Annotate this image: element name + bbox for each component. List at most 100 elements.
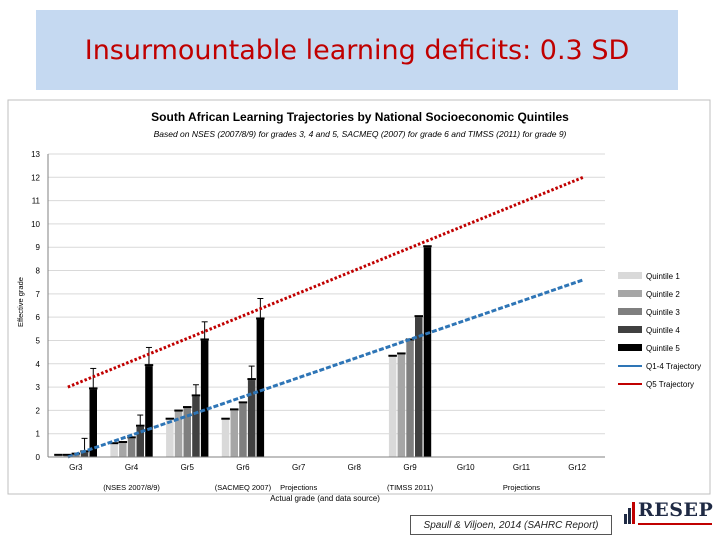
bar-quintile-1 bbox=[54, 455, 63, 457]
bar-cap bbox=[118, 441, 128, 444]
bar-quintile-1 bbox=[221, 419, 230, 457]
legend-label: Quintile 1 bbox=[646, 272, 680, 281]
x-tick-label: Gr12 bbox=[568, 463, 586, 472]
y-axis-label: Effective grade bbox=[16, 277, 25, 327]
y-tick-label: 11 bbox=[32, 197, 41, 206]
legend-swatch bbox=[618, 308, 642, 315]
logo-underline bbox=[638, 523, 712, 525]
logo-bars-icon bbox=[624, 502, 635, 524]
bar-quintile-4 bbox=[415, 317, 423, 457]
bar-cap bbox=[414, 315, 423, 318]
bar-quintile-2 bbox=[119, 443, 127, 457]
bar-cap bbox=[183, 406, 192, 409]
bar-cap bbox=[127, 436, 136, 439]
y-tick-label: 10 bbox=[31, 220, 40, 229]
x-tick-label: Gr11 bbox=[513, 463, 531, 472]
x-sublabel: Projections bbox=[503, 483, 540, 492]
legend-label: Quintile 2 bbox=[646, 290, 680, 299]
bar-cap bbox=[238, 401, 248, 404]
trajectory-lines bbox=[67, 175, 584, 459]
bar-cap bbox=[423, 245, 432, 248]
y-tick-label: 3 bbox=[36, 383, 41, 392]
trajectory-line-q5 bbox=[67, 175, 584, 389]
bar-cap bbox=[221, 417, 230, 420]
citation: Spaull & Viljoen, 2014 (SAHRC Report) bbox=[410, 515, 612, 535]
y-tick-label: 13 bbox=[31, 150, 40, 159]
x-tick-label: Gr8 bbox=[348, 463, 362, 472]
bar-quintile-4 bbox=[247, 380, 256, 457]
bar-quintile-4 bbox=[192, 396, 200, 457]
bar-quintile-3 bbox=[239, 403, 247, 457]
bar-quintile-1 bbox=[110, 444, 118, 457]
bar-cap bbox=[109, 442, 119, 445]
legend-swatch bbox=[618, 344, 642, 351]
bar-quintile-4 bbox=[136, 426, 144, 457]
error-bars bbox=[81, 298, 264, 453]
logo-text: RESEP bbox=[638, 499, 714, 521]
gridlines bbox=[48, 153, 605, 458]
x-sublabel: (TIMSS 2011) bbox=[387, 483, 434, 492]
bar-quintile-2 bbox=[230, 410, 238, 457]
bar-cap bbox=[388, 354, 397, 357]
bar-quintile-3 bbox=[183, 408, 191, 457]
x-tick-label: Gr9 bbox=[403, 463, 417, 472]
bar-quintile-1 bbox=[388, 356, 397, 457]
x-sublabel: Projections bbox=[280, 483, 317, 492]
x-tick-label: Gr10 bbox=[457, 463, 475, 472]
bar-quintile-2 bbox=[174, 411, 183, 457]
bar-quintile-5 bbox=[256, 319, 265, 457]
x-tick-label: Gr3 bbox=[69, 463, 83, 472]
bar-quintile-2 bbox=[63, 455, 71, 457]
y-tick-label: 0 bbox=[36, 453, 41, 462]
y-tick-label: 2 bbox=[36, 406, 41, 415]
resep-logo: RESEP bbox=[624, 497, 716, 537]
bar-quintile-2 bbox=[397, 354, 406, 457]
chart-frame bbox=[7, 99, 711, 495]
bar-cap bbox=[54, 453, 63, 456]
legend-label: Quintile 3 bbox=[646, 308, 680, 317]
x-sublabel: (NSES 2007/8/9) bbox=[103, 483, 160, 492]
y-tick-label: 12 bbox=[31, 173, 40, 182]
bar-cap bbox=[62, 453, 72, 456]
y-tick-label: 7 bbox=[36, 290, 41, 299]
legend: Quintile 1 Quintile 2 Quintile 3 Quintile 4… bbox=[618, 272, 701, 389]
bar-quintile-5 bbox=[423, 247, 432, 457]
chart-subtitle: Based on NSES (2007/8/9) for grades 3, 4… bbox=[154, 129, 567, 139]
legend-label: Q5 Trajectory bbox=[646, 380, 694, 389]
bar-cap bbox=[165, 417, 175, 420]
bar-quintile-4 bbox=[80, 452, 89, 457]
y-tick-label: 1 bbox=[36, 430, 41, 439]
legend-label: Quintile 4 bbox=[646, 326, 680, 335]
legend-swatch bbox=[618, 290, 642, 297]
slide-title: Insurmountable learning deficits: 0.3 SD bbox=[84, 34, 630, 66]
x-tick-label: Gr4 bbox=[125, 463, 139, 472]
legend-label: Quintile 5 bbox=[646, 344, 680, 353]
bar-cap bbox=[397, 352, 406, 355]
legend-swatch bbox=[618, 326, 642, 333]
x-tick-label: Gr7 bbox=[292, 463, 306, 472]
y-tick-label: 9 bbox=[36, 243, 41, 252]
x-tick-label: Gr6 bbox=[236, 463, 250, 472]
y-tick-label: 6 bbox=[36, 313, 41, 322]
x-tick-label: Gr5 bbox=[181, 463, 195, 472]
bar-quintile-3 bbox=[127, 438, 136, 457]
chart-title: South African Learning Trajectories by N… bbox=[151, 110, 569, 124]
y-tick-label: 4 bbox=[36, 360, 41, 369]
bar-quintile-5 bbox=[145, 366, 153, 457]
title-box: Insurmountable learning deficits: 0.3 SD bbox=[36, 10, 678, 90]
y-tick-label: 5 bbox=[36, 336, 41, 345]
bar-cap bbox=[230, 408, 239, 411]
x-axis-label: Actual grade (and data source) bbox=[270, 494, 380, 503]
bar-quintile-1 bbox=[166, 419, 174, 457]
legend-label: Q1-4 Trajectory bbox=[646, 362, 701, 371]
bar-quintile-3 bbox=[406, 340, 414, 457]
bar-cap bbox=[174, 409, 183, 412]
x-sublabel: (SACMEQ 2007) bbox=[215, 483, 272, 492]
bar-quintile-5 bbox=[200, 340, 209, 457]
legend-swatch bbox=[618, 272, 642, 279]
bar-quintile-5 bbox=[89, 389, 97, 457]
y-tick-label: 8 bbox=[36, 267, 41, 276]
bars bbox=[54, 245, 432, 457]
